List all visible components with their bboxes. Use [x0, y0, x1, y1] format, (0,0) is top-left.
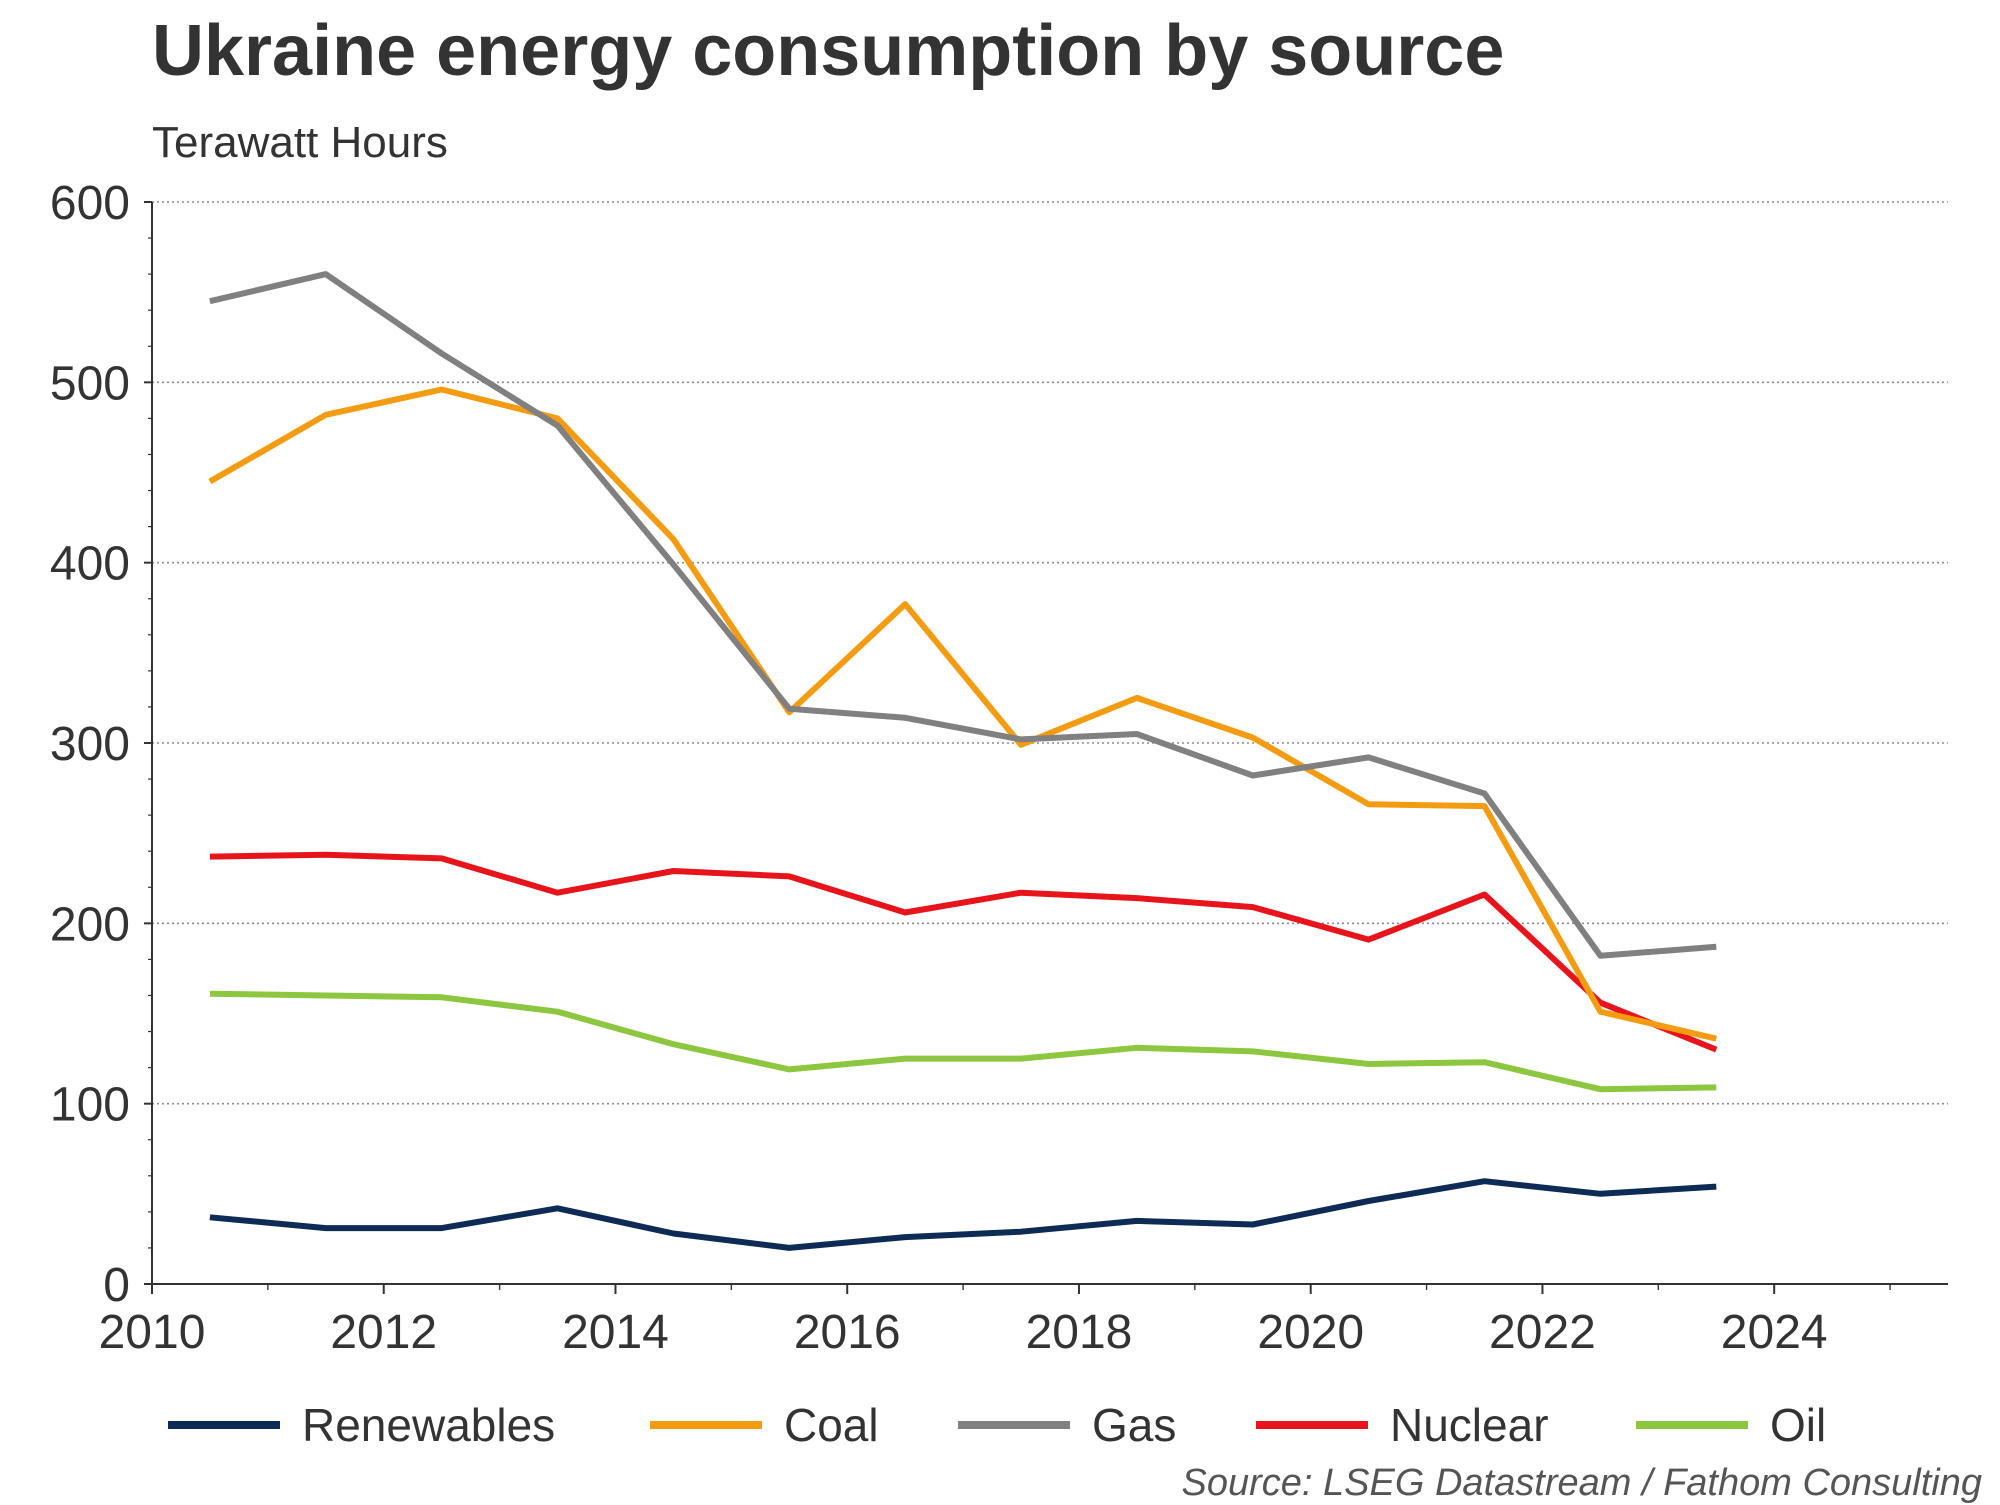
series-line-coal [208, 386, 1717, 1042]
x-tick-label: 2016 [794, 1306, 901, 1359]
y-tick-label: 500 [50, 357, 130, 410]
x-tick-label: 2010 [99, 1306, 206, 1359]
legend-item-renewables: Renewables [168, 1390, 555, 1460]
chart-subtitle: Terawatt Hours [152, 118, 448, 167]
y-tick-label: 400 [50, 538, 130, 591]
legend-swatch-oil [1636, 1421, 1748, 1429]
legend-swatch-nuclear [1256, 1421, 1368, 1429]
series-line-nuclear [209, 851, 1718, 1053]
y-tick-label: 100 [50, 1079, 130, 1132]
x-tick-label: 2014 [562, 1306, 669, 1359]
y-tick-label: 0 [103, 1259, 130, 1312]
y-tick-label: 300 [50, 718, 130, 771]
legend: Renewables Coal Gas Nuclear Oil [168, 1390, 1868, 1460]
legend-swatch-gas [958, 1421, 1070, 1429]
x-tick-label: 2012 [330, 1306, 437, 1359]
y-tick-label: 600 [50, 177, 130, 230]
series-line-oil [209, 990, 1717, 1093]
x-tick-label: 2024 [1721, 1306, 1828, 1359]
series-line-gas [209, 271, 1717, 959]
x-tick-label: 2018 [1026, 1306, 1133, 1359]
source-note: Source: LSEG Datastream / Fathom Consult… [1181, 1462, 1982, 1504]
legend-swatch-coal [650, 1421, 762, 1429]
legend-swatch-renewables [168, 1421, 280, 1429]
chart-title: Ukraine energy consumption by source [152, 11, 1505, 91]
legend-label-gas: Gas [1092, 1399, 1177, 1451]
x-tick-label: 2022 [1489, 1306, 1596, 1359]
series-line-renewables [209, 1178, 1717, 1251]
axes [144, 201, 1948, 1294]
series-lines [208, 271, 1718, 1251]
legend-item-coal: Coal [650, 1390, 879, 1460]
legend-label-renewables: Renewables [302, 1399, 556, 1451]
line-chart: 0 100 200 300 400 500 600 2010 2012 2014 2016 2018 2… [50, 177, 1948, 1359]
x-tick-label: 2020 [1257, 1306, 1364, 1359]
legend-label-nuclear: Nuclear [1390, 1399, 1549, 1451]
tick-labels: 0 100 200 300 400 500 600 2010 2012 2014 2016 2018 2… [50, 177, 1828, 1359]
gridlines [152, 201, 1948, 1105]
legend-label-oil: Oil [1770, 1399, 1827, 1451]
legend-label-coal: Coal [784, 1399, 879, 1451]
legend-item-gas: Gas [958, 1390, 1176, 1460]
legend-item-oil: Oil [1636, 1390, 1826, 1460]
legend-item-nuclear: Nuclear [1256, 1390, 1549, 1460]
y-tick-label: 200 [50, 898, 130, 951]
